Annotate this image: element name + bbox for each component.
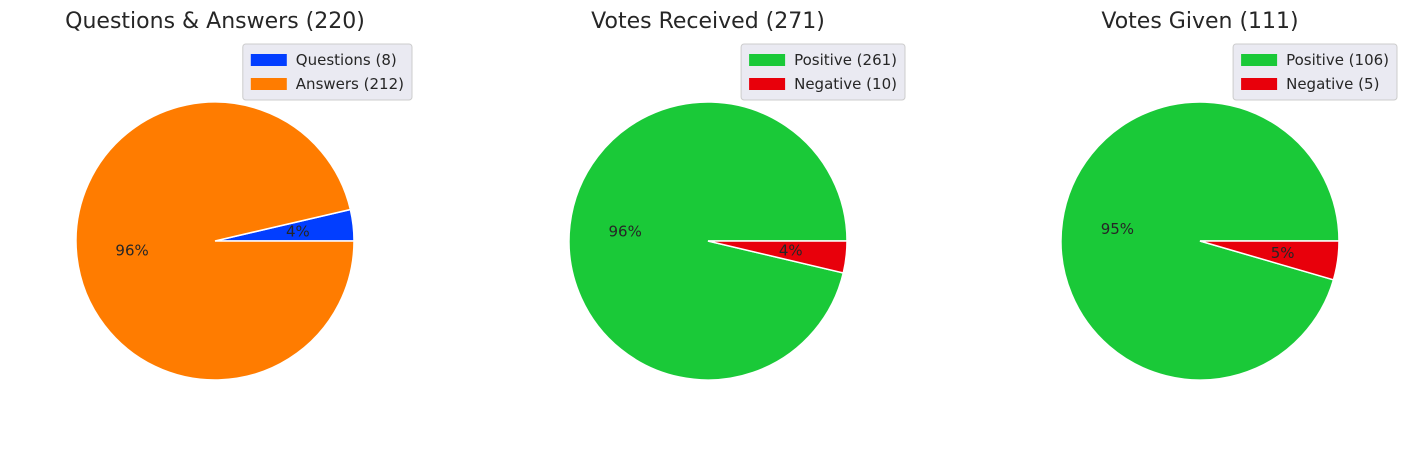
legend-label: Questions (8) [296,51,397,69]
pie-slice [1060,101,1340,381]
slice-percent-label: 4% [779,242,803,260]
slice-percent-label: 5% [1271,244,1295,262]
legend: Questions (8) Answers (212) [242,43,413,101]
legend-swatch [250,54,287,66]
slice-percent-label: 96% [115,242,148,260]
slice-percent-label: 4% [286,223,310,241]
questions-answers-pie-chart: Questions & Answers (220) 4% 96% Questions … [65,9,413,381]
votes-received-pie-chart: Votes Received (271) 96% 4% Positive (261) N… [568,9,906,381]
pie-slice [75,101,355,381]
legend: Positive (261) Negative (10) [740,43,906,101]
legend-label: Positive (261) [794,51,897,69]
legend-swatch [749,54,786,66]
legend-swatch [1241,54,1278,66]
legend-swatch [1241,78,1278,90]
pie-slice [1199,240,1340,281]
legend: Positive (106) Negative (5) [1232,43,1398,101]
legend-label: Negative (10) [794,75,897,93]
legend-swatch [250,78,287,90]
legend-label: Positive (106) [1286,51,1389,69]
chart-title: Questions & Answers (220) [65,9,365,34]
chart-title: Votes Received (271) [591,9,825,34]
pie-slice [707,240,848,274]
legend-swatch [749,78,786,90]
legend-label: Answers (212) [296,75,404,93]
votes-given-pie-chart: Votes Given (111) 95% 5% Positive (106) Nega… [1060,9,1398,381]
chart-title: Votes Given (111) [1101,9,1298,34]
slice-percent-label: 96% [609,222,642,240]
slice-percent-label: 95% [1101,220,1134,238]
legend-label: Negative (5) [1286,75,1379,93]
